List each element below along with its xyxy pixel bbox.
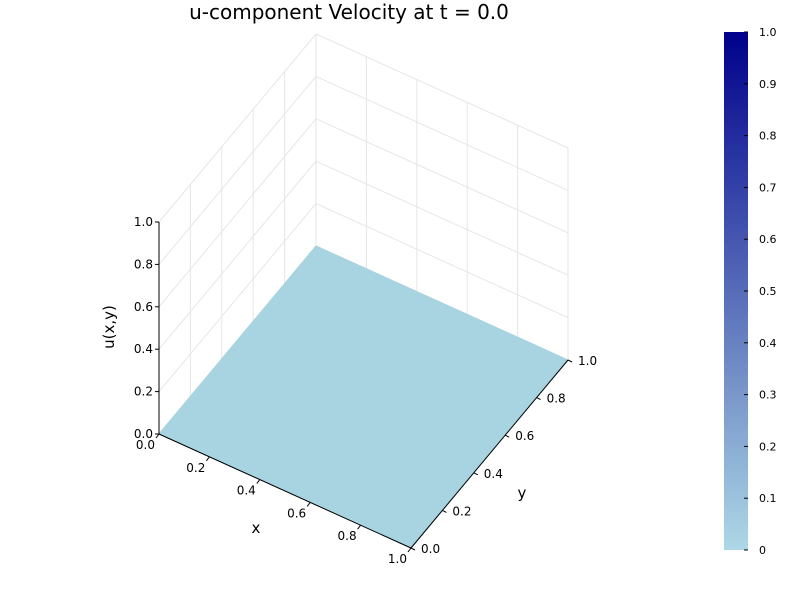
- z-axis-label: u(x,y): [100, 305, 118, 349]
- colorbar-tick-label: 0.3: [759, 389, 777, 402]
- colorbar-tick-label: 0.2: [759, 440, 777, 453]
- z-tick-label: 0.6: [134, 300, 153, 314]
- x-tick-mark: [306, 502, 311, 507]
- colorbar: 0 0.1 0.2 0.3 0.4 0.5 0.6 0.7 0.8 0.9 1.0: [724, 26, 777, 557]
- x-tick-label: 1.0: [388, 552, 407, 566]
- y-tick-mark: [473, 472, 479, 476]
- grid-line: [158, 76, 317, 265]
- axes-layer: 0.0 0.2 0.4 0.6 0.8 1.0 0.0 0.2 0.4 0.6 0.8 1.0 0.0 0…: [134, 215, 597, 566]
- y-tick-label: 0.2: [452, 504, 471, 518]
- y-tick-mark: [504, 434, 510, 438]
- grid-line: [158, 118, 317, 308]
- y-axis-label: y: [518, 484, 527, 502]
- x-tick-label: 0.8: [338, 529, 357, 543]
- y-tick-mark: [536, 397, 541, 401]
- x-tick-label: 0.6: [287, 506, 306, 520]
- y-tick-label: 1.0: [578, 354, 597, 368]
- colorbar-tick-label: 0: [759, 544, 766, 557]
- z-tick-label: 0.4: [134, 342, 153, 356]
- z-tick-label: 0.0: [134, 427, 153, 441]
- colorbar-ticks: 0 0.1 0.2 0.3 0.4 0.5 0.6 0.7 0.8 0.9 1.0: [744, 26, 777, 557]
- y-tick-label: 0.6: [515, 429, 534, 443]
- colorbar-tick-label: 0.4: [759, 337, 777, 350]
- chart-title: u-component Velocity at t = 0.0: [189, 0, 509, 24]
- surface-patch: [158, 245, 569, 549]
- grid-line: [158, 160, 317, 350]
- x-axis-label: x: [252, 519, 261, 537]
- x-axis-line: [158, 433, 412, 549]
- grid-line: [315, 33, 569, 149]
- y-axis-line: [410, 359, 569, 549]
- x-tick-mark: [357, 524, 362, 530]
- grid-line: [315, 160, 569, 276]
- grid-line: [315, 75, 569, 191]
- colorbar-tick-label: 0.7: [759, 181, 777, 194]
- y-tick-mark: [442, 509, 447, 513]
- grid-line: [158, 203, 317, 392]
- x-tick-mark: [407, 547, 412, 553]
- colorbar-tick-label: 0.5: [759, 285, 777, 298]
- grid-line: [315, 118, 569, 234]
- x-tick-label: 0.4: [237, 484, 256, 498]
- x-tick-label: 0.2: [186, 461, 205, 475]
- grid-line: [158, 33, 317, 223]
- y-tick-label: 0.0: [421, 542, 440, 556]
- x-tick-mark: [256, 479, 261, 484]
- y-tick-mark: [567, 359, 573, 363]
- y-tick-label: 0.4: [484, 467, 503, 481]
- surface-layer: [158, 245, 569, 549]
- x-tick-label: 0.0: [136, 438, 155, 452]
- grid-line: [315, 203, 569, 319]
- x-tick-mark: [205, 456, 210, 462]
- colorbar-tick-label: 1.0: [759, 26, 777, 39]
- x-tick-mark: [155, 433, 160, 439]
- y-tick-mark: [410, 547, 416, 551]
- z-tick-label: 0.2: [134, 385, 153, 399]
- z-tick-label: 0.8: [134, 257, 153, 271]
- colorbar-tick-label: 0.1: [759, 492, 777, 505]
- z-tick-label: 1.0: [134, 215, 153, 229]
- colorbar-tick-label: 0.6: [759, 233, 777, 246]
- y-tick-label: 0.8: [547, 392, 566, 406]
- colorbar-tick-label: 0.8: [759, 130, 777, 143]
- colorbar-tick-label: 0.9: [759, 78, 777, 91]
